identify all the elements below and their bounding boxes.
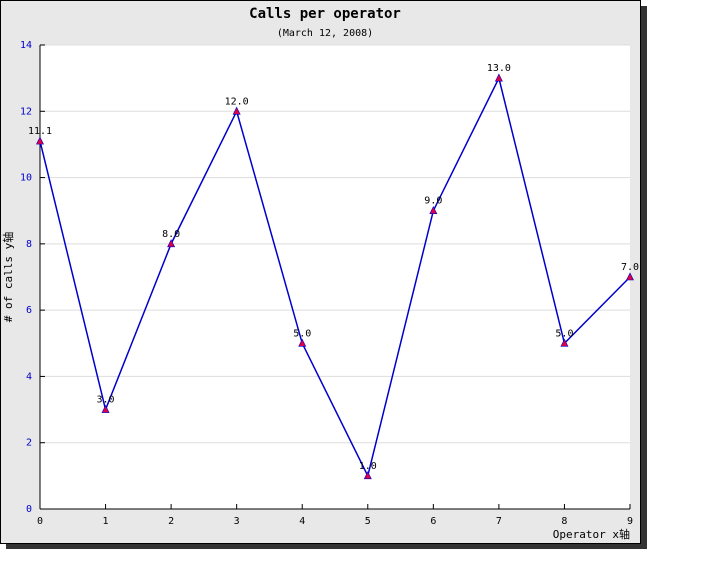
y-tick-label: 12 — [20, 106, 32, 117]
value-label: 8.0 — [162, 229, 180, 240]
y-tick-label: 8 — [26, 239, 32, 250]
value-label: 5.0 — [293, 328, 311, 339]
line — [39, 75, 631, 479]
y-axis-label: # of calls y轴 — [1, 232, 15, 322]
plot-area — [40, 45, 630, 509]
value-label: 13.0 — [487, 63, 511, 74]
marker — [626, 272, 634, 281]
x-tick-label: 1 — [103, 516, 109, 527]
value-label: 12.0 — [225, 96, 249, 107]
marker — [232, 106, 241, 115]
marker — [429, 206, 438, 215]
x-tick-label: 4 — [299, 516, 305, 527]
y-tick-label: 0 — [26, 504, 32, 515]
marker — [363, 471, 372, 480]
x-tick-label: 6 — [430, 516, 436, 527]
x-tick-label: 5 — [365, 516, 371, 527]
x-axis-label: Operator x轴 — [553, 527, 630, 541]
x-tick-label: 8 — [561, 516, 567, 527]
value-label: 7.0 — [621, 262, 639, 273]
value-label: 5.0 — [555, 328, 573, 339]
x-tick-label: 3 — [234, 516, 240, 527]
y-tick-label: 2 — [26, 438, 32, 449]
marker — [36, 136, 44, 145]
x-tick-label: 2 — [168, 516, 174, 527]
y-tick-label: 14 — [20, 40, 32, 51]
chart-subtitle: (March 12, 2008) — [277, 28, 373, 39]
marker — [494, 73, 503, 82]
value-label: 3.0 — [97, 395, 115, 406]
x-tick-label: 0 — [37, 516, 43, 527]
marker — [101, 404, 110, 413]
marker — [298, 338, 307, 347]
marker — [167, 239, 176, 248]
marker — [560, 338, 569, 347]
y-tick-label: 10 — [20, 173, 32, 184]
chart-title: Calls per operator — [249, 6, 401, 22]
y-tick-label: 4 — [26, 371, 32, 382]
y-tick-label: 6 — [26, 305, 32, 316]
value-label: 1.0 — [359, 461, 377, 472]
x-tick-label: 9 — [627, 516, 633, 527]
x-tick-label: 7 — [496, 516, 502, 527]
value-label: 9.0 — [424, 196, 442, 207]
value-label: 11.1 — [28, 126, 52, 137]
